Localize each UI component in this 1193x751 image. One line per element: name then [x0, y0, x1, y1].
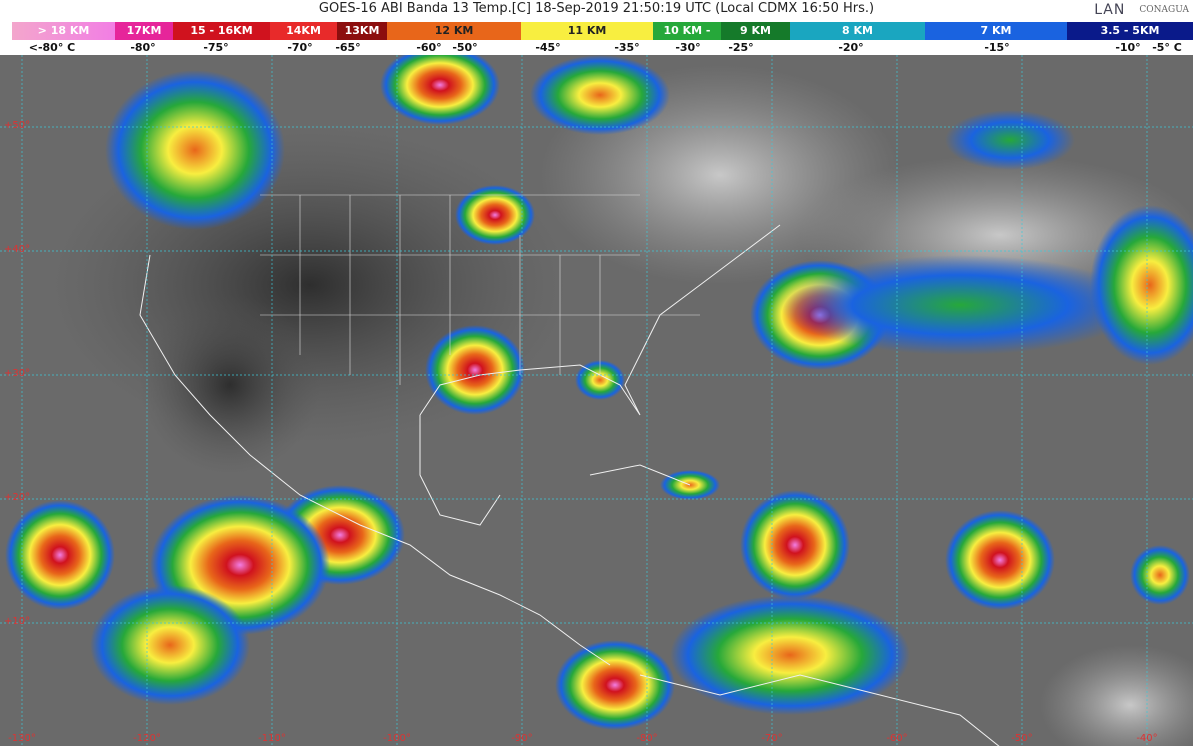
temp-label: -10° [1115, 41, 1141, 54]
temp-label: -30° [675, 41, 701, 54]
temp-label: -5° C [1152, 41, 1182, 54]
legend-segment: 15 - 16KM [173, 22, 270, 40]
lan-logo: LAN [1094, 2, 1126, 18]
legend-segment: 7 KM [925, 22, 1067, 40]
latitude-label: +50° [4, 120, 31, 131]
temp-label: -80° [130, 41, 156, 54]
lat-lon-grid [0, 55, 1193, 746]
logos: LAN CONAGUA [1094, 0, 1189, 20]
longitude-label: -60° [886, 733, 908, 744]
temp-label: -70° [287, 41, 313, 54]
temperature-scale: <-80° C -80° -75° -70° -65° -60° -50° -4… [0, 40, 1193, 55]
temp-label: -20° [838, 41, 864, 54]
longitude-label: -90° [511, 733, 533, 744]
legend-segment: 10 KM - [653, 22, 721, 40]
legend-segment: 3.5 - 5KM [1067, 22, 1193, 40]
temp-label: -45° [535, 41, 561, 54]
temp-label: <-80° C [28, 41, 76, 54]
satellite-image [0, 45, 1193, 751]
legend-segment: 11 KM [521, 22, 653, 40]
legend-segment: 14KM [270, 22, 337, 40]
longitude-label: -80° [636, 733, 658, 744]
longitude-label: -70° [761, 733, 783, 744]
legend-segment: 13KM [337, 22, 387, 40]
temp-label: -75° [203, 41, 229, 54]
cloud-systems [5, 45, 1193, 730]
longitude-label: -100° [383, 733, 411, 744]
image-title: GOES-16 ABI Banda 13 Temp.[C] 18-Sep-201… [318, 1, 875, 16]
legend-segment: > 18 KM [12, 22, 115, 40]
satellite-map: +50° +40° +30° +20° +10° -130° -120° -11… [0, 45, 1193, 751]
temp-label: -50° [452, 41, 478, 54]
longitude-label: -130° [8, 733, 36, 744]
legend-segment: 8 KM [790, 22, 925, 40]
latitude-label: +20° [4, 492, 31, 503]
longitude-label: -50° [1011, 733, 1033, 744]
legend-segment: 12 KM [387, 22, 521, 40]
conagua-logo: CONAGUA [1139, 5, 1189, 15]
latitude-label: +30° [4, 368, 31, 379]
legend-segment: 17KM [115, 22, 173, 40]
latitude-label: +40° [4, 244, 31, 255]
color-legend: > 18 KM 17KM 15 - 16KM 14KM 13KM 12 KM 1… [12, 22, 1193, 40]
longitude-label: -120° [133, 733, 161, 744]
legend-segment: 9 KM [721, 22, 790, 40]
latitude-label: +10° [4, 616, 31, 627]
temp-label: -15° [984, 41, 1010, 54]
longitude-label: -40° [1136, 733, 1158, 744]
temp-label: -60° [416, 41, 442, 54]
temp-label: -25° [728, 41, 754, 54]
longitude-label: -110° [258, 733, 286, 744]
temp-label: -35° [614, 41, 640, 54]
temp-label: -65° [335, 41, 361, 54]
